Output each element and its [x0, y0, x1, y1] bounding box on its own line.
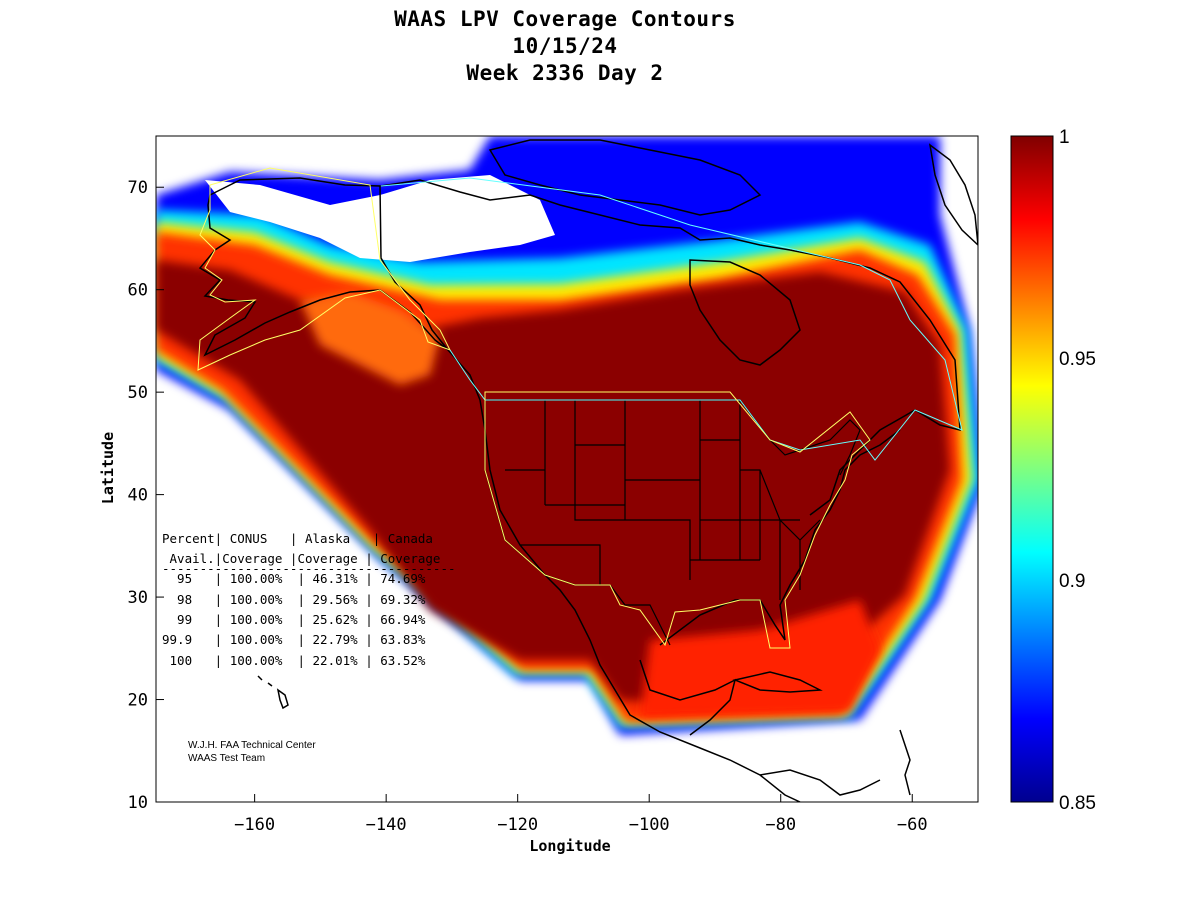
stats-row: 99 | 100.00% | 25.62% | 66.94%: [162, 612, 426, 627]
title-block: WAAS LPV Coverage Contours 10/15/24 Week…: [0, 6, 1130, 87]
y-tick-label: 50: [128, 383, 148, 403]
colorbar-ticks: 1 0.95 0.9 0.85: [1059, 127, 1096, 814]
stats-row: 99.9 | 100.00% | 22.79% | 63.83%: [162, 632, 426, 647]
stats-row: 98 | 100.00% | 29.56% | 69.32%: [162, 592, 426, 607]
y-axis-title: Latitude: [99, 432, 117, 504]
y-tick-label: 10: [128, 793, 148, 813]
x-tick-label: −60: [897, 815, 928, 835]
x-axis: −160 −140 −120 −100 −80 −60: [234, 794, 928, 835]
colorbar: [1010, 135, 1054, 803]
stats-header-1: Percent| CONUS | Alaska | Canada: [162, 531, 433, 546]
colorbar-tick-label: 0.9: [1059, 571, 1085, 592]
x-tick-label: −100: [629, 815, 670, 835]
credit-line-1: W.J.H. FAA Technical Center: [188, 740, 316, 751]
contour-caribbean: [640, 600, 880, 718]
x-tick-label: −140: [366, 815, 407, 835]
chart-date: 10/15/24: [512, 34, 618, 58]
contour-band-full: [156, 260, 950, 705]
x-tick-label: −120: [497, 815, 538, 835]
colorbar-tick-label: 0.85: [1059, 793, 1096, 814]
service-volume-boundaries: [197, 167, 963, 649]
y-tick-label: 60: [128, 281, 148, 301]
y-tick-label: 20: [128, 691, 148, 711]
y-tick-label: 70: [128, 178, 148, 198]
contour-alaska-partial: [300, 292, 440, 385]
y-tick-label: 30: [128, 588, 148, 608]
coverage-contours: [156, 136, 978, 802]
coastlines: [198, 139, 978, 802]
stats-row: 95 | 100.00% | 46.31% | 74.69%: [162, 571, 426, 586]
stats-rule: ---------------------------------------: [162, 561, 456, 576]
stats-row: 100 | 100.00% | 22.01% | 63.52%: [162, 653, 426, 668]
plot-frame: [155, 135, 979, 803]
x-tick-label: −80: [765, 815, 796, 835]
coverage-stats-table: Percent| CONUS | Alaska | Canada Avail.|…: [162, 531, 456, 668]
colorbar-tick-label: 0.95: [1059, 349, 1096, 370]
stats-header-2: Avail.|Coverage |Coverage | Coverage: [162, 551, 440, 566]
x-tick-label: −160: [234, 815, 275, 835]
y-tick-label: 40: [128, 486, 148, 506]
chart-title: WAAS LPV Coverage Contours: [394, 7, 736, 31]
y-axis: 10 20 30 40 50 60 70: [128, 178, 164, 813]
chart-week-day: Week 2336 Day 2: [466, 61, 664, 85]
x-axis-title: Longitude: [529, 837, 610, 855]
colorbar-tick-label: 1: [1059, 127, 1070, 148]
credit-line-2: WAAS Test Team: [188, 753, 265, 764]
